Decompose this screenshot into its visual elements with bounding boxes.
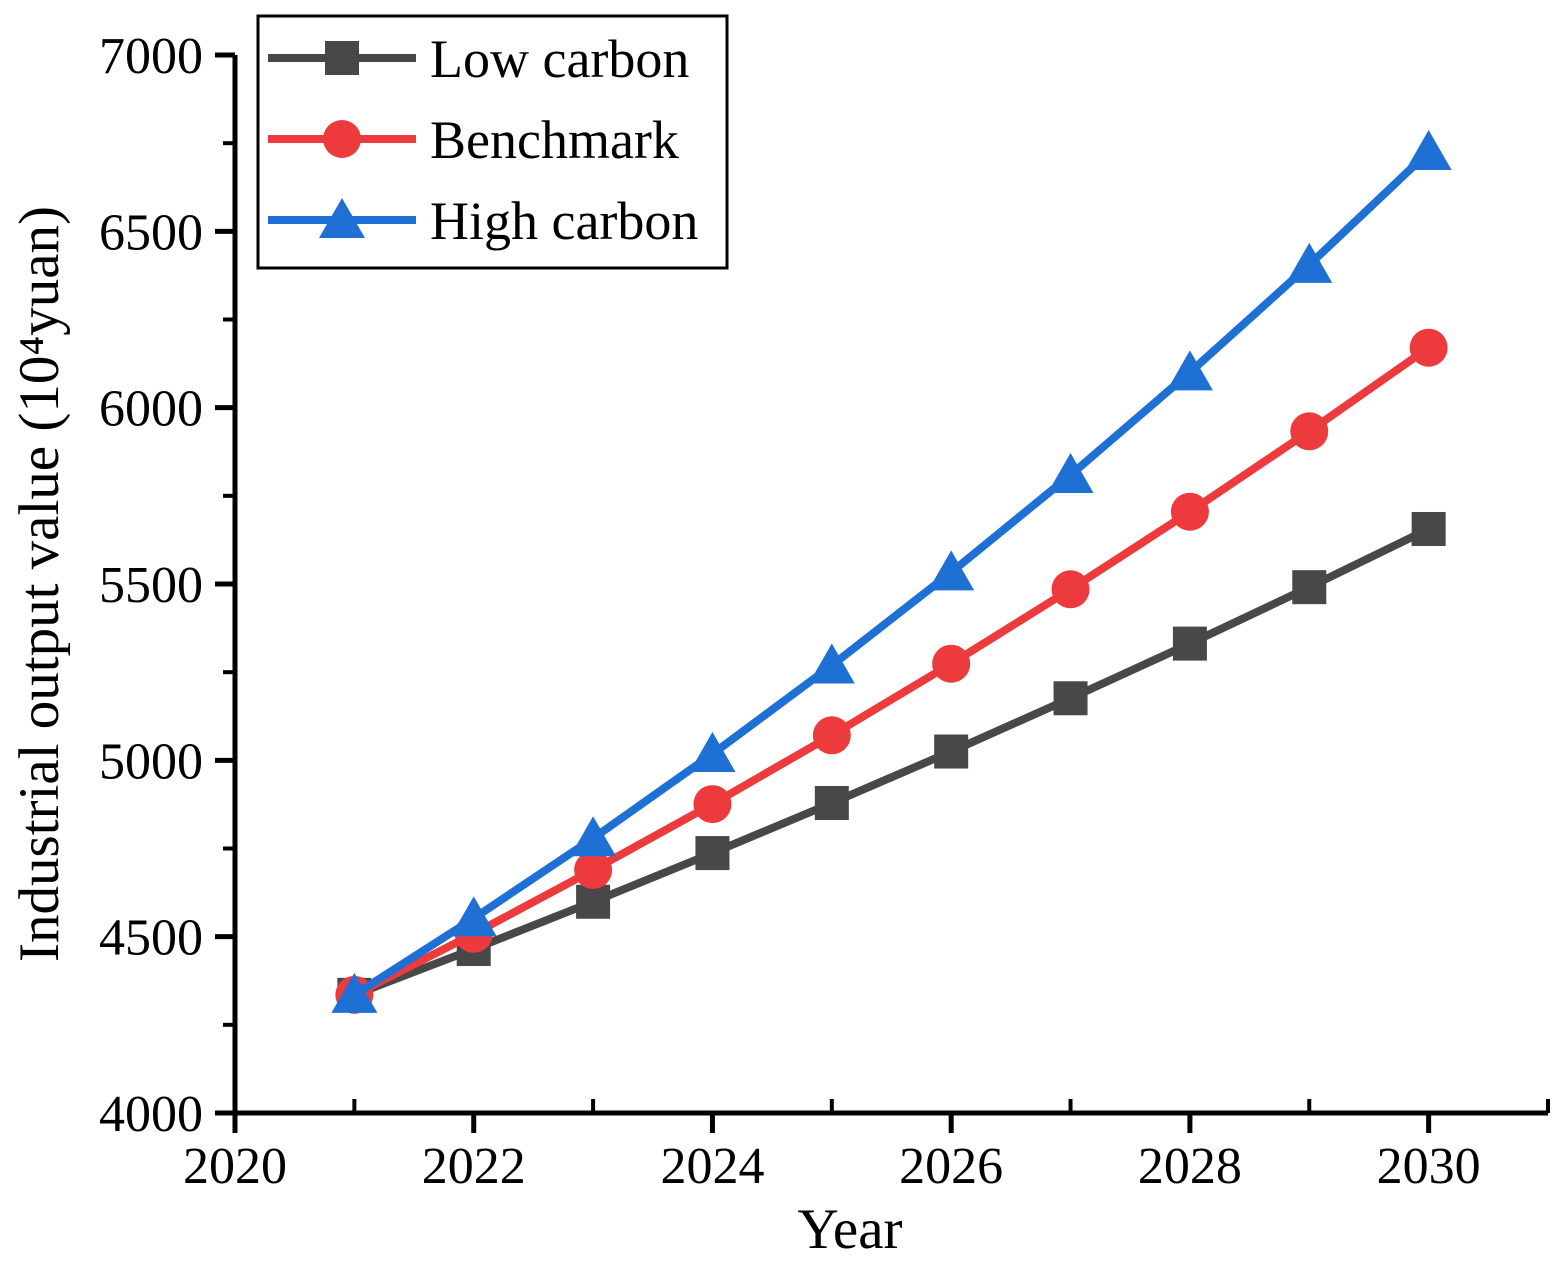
y-tick-label: 4000: [99, 1086, 203, 1143]
marker-high-carbon: [1286, 242, 1333, 283]
marker-benchmark: [574, 851, 613, 890]
x-tick-label: 2020: [183, 1138, 287, 1195]
marker-low-carbon: [1292, 570, 1327, 605]
marker-high-carbon: [450, 896, 497, 937]
data-series: [331, 129, 1452, 1014]
x-axis-title: Year: [797, 1198, 902, 1261]
series-low-carbon: [337, 511, 1446, 1012]
marker-high-carbon: [570, 816, 617, 857]
series-line-benchmark: [352, 344, 1431, 999]
marker-high-carbon: [1166, 350, 1213, 391]
marker-low-carbon: [1172, 626, 1207, 661]
legend: Low carbon Benchmark High carbon: [256, 14, 729, 270]
marker-benchmark: [693, 785, 732, 824]
legend-marker-high-carbon: [319, 198, 365, 238]
marker-high-carbon: [1405, 129, 1452, 170]
marker-benchmark: [1409, 328, 1448, 367]
y-tick-label: 5000: [99, 733, 203, 790]
marker-benchmark: [932, 644, 971, 683]
marker-low-carbon: [1053, 681, 1088, 716]
marker-high-carbon: [808, 643, 855, 684]
legend-item-benchmark: Benchmark: [268, 110, 679, 170]
marker-low-carbon: [934, 734, 969, 769]
x-tick-label: 2026: [899, 1138, 1003, 1195]
marker-low-carbon: [695, 836, 730, 871]
legend-label-low-carbon: Low carbon: [430, 29, 689, 89]
marker-benchmark: [812, 716, 851, 755]
legend-item-low-carbon: Low carbon: [268, 29, 689, 89]
y-tick-label: 6500: [99, 204, 203, 261]
marker-high-carbon: [928, 550, 975, 591]
x-tick-label: 2030: [1377, 1138, 1481, 1195]
marker-low-carbon: [1411, 511, 1446, 546]
series-line-high-carbon: [352, 149, 1432, 999]
x-tick-label: 2022: [422, 1138, 526, 1195]
legend-label-high-carbon: High carbon: [430, 191, 698, 251]
y-tick-label: 6000: [99, 381, 203, 438]
legend-marker-benchmark: [323, 120, 361, 158]
marker-high-carbon: [689, 731, 736, 772]
series-high-carbon: [331, 129, 1452, 1013]
legend-item-high-carbon: High carbon: [268, 191, 698, 251]
series-line-low-carbon: [352, 525, 1431, 999]
legend-label-benchmark: Benchmark: [430, 110, 679, 170]
y-axis-title: Industrial output value (10⁴yuan): [8, 206, 71, 962]
marker-benchmark: [1170, 492, 1209, 531]
x-tick-label: 2024: [660, 1138, 764, 1195]
legend-marker-low-carbon: [325, 41, 359, 75]
marker-low-carbon: [576, 884, 611, 919]
y-tick-label: 5500: [99, 557, 203, 614]
marker-low-carbon: [814, 786, 849, 821]
marker-benchmark: [1290, 412, 1329, 451]
marker-benchmark: [1051, 570, 1090, 609]
series-benchmark: [335, 328, 1448, 1014]
marker-high-carbon: [331, 972, 378, 1013]
marker-high-carbon: [1047, 453, 1094, 494]
y-tick-label: 4500: [99, 910, 203, 967]
y-tick-label: 7000: [99, 28, 203, 85]
x-tick-label: 2028: [1138, 1138, 1242, 1195]
